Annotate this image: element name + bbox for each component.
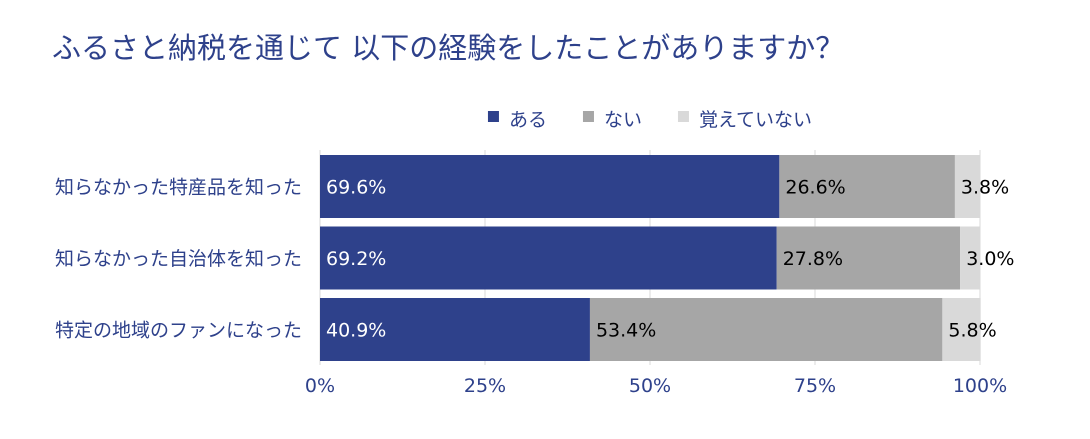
bar-segment xyxy=(779,155,955,218)
data-label: 69.6% xyxy=(326,177,386,199)
legend-item: ある xyxy=(487,109,547,131)
x-tick-label: 50% xyxy=(629,375,671,397)
data-label: 26.6% xyxy=(785,177,845,199)
data-label: 3.8% xyxy=(961,177,1009,199)
legend-label: 覚えていない xyxy=(699,109,812,131)
x-tick-label: 100% xyxy=(953,375,1007,397)
bar-segment xyxy=(776,226,961,290)
bars: 69.6% 26.6% 3.8% 69.2% 27.8% 3.0% 40.9% 53.4% 5.… xyxy=(320,155,1014,361)
legend-swatch xyxy=(582,111,594,122)
legend-label: ある xyxy=(509,109,547,131)
bar-segment xyxy=(942,298,981,361)
legend-swatch xyxy=(487,111,499,122)
data-label: 69.2% xyxy=(326,248,386,270)
data-label: 27.8% xyxy=(783,248,843,270)
bar-segment xyxy=(960,226,980,290)
data-label: 3.0% xyxy=(966,248,1014,270)
legend-swatch xyxy=(677,111,689,122)
data-label: 5.8% xyxy=(948,320,996,342)
bar-segment xyxy=(320,226,777,290)
bar-segment xyxy=(954,155,980,218)
x-tick-label: 25% xyxy=(464,375,506,397)
legend-item: ない xyxy=(582,109,642,131)
legend-label: ない xyxy=(604,109,642,131)
bar-segment xyxy=(589,298,943,361)
x-tick-label: 0% xyxy=(305,375,335,397)
legend-item: 覚えていない xyxy=(677,109,812,131)
data-label: 53.4% xyxy=(596,320,656,342)
chart-title: ふるさと納税を通じて 以下の経験をしたことがありますか？ xyxy=(52,31,844,65)
x-tick-label: 75% xyxy=(794,375,836,397)
category-label: 特定の地域のファンになった xyxy=(55,320,302,342)
category-label: 知らなかった自治体を知った xyxy=(55,248,302,270)
legend: ある ない 覚えていない xyxy=(487,109,812,131)
bar-segment xyxy=(320,298,590,361)
category-label: 知らなかった特産品を知った xyxy=(55,177,302,199)
bar-segment xyxy=(320,155,780,218)
x-axis-ticks: 0% 25% 50% 75% 100% xyxy=(305,375,1007,397)
data-label: 40.9% xyxy=(326,320,386,342)
